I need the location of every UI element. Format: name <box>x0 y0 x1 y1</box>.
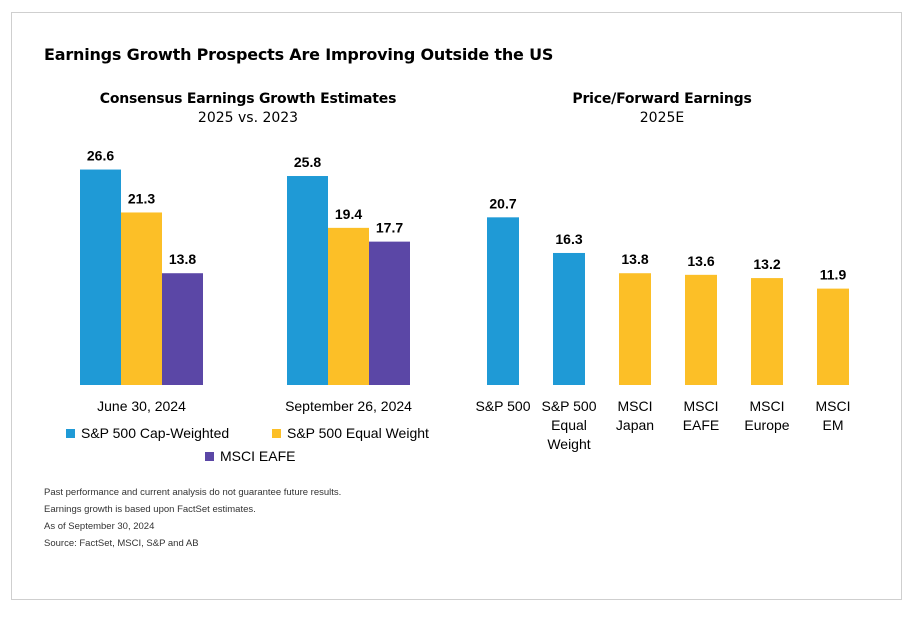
data-label: 25.8 <box>294 154 321 170</box>
x-tick-label-line: MSCI <box>750 398 785 414</box>
data-label: 17.7 <box>376 220 403 236</box>
x-tick-label: MSCI EAFE <box>683 398 720 433</box>
bar <box>80 169 121 385</box>
x-tick-label-line: Equal <box>551 417 587 433</box>
x-tick-label: June 30, 2024 <box>97 398 186 414</box>
x-tick-label-line: EAFE <box>683 417 720 433</box>
data-label: 13.8 <box>169 251 196 267</box>
bar <box>328 227 369 385</box>
data-label: 21.3 <box>128 190 155 206</box>
x-tick-label-line: Japan <box>616 417 654 433</box>
legend-swatch-blue <box>66 428 75 438</box>
bar <box>685 274 717 385</box>
left-chart-subtitle: 2025 vs. 2023 <box>197 110 299 126</box>
bar <box>287 176 328 385</box>
x-tick-label-line: MSCI <box>684 398 719 414</box>
x-tick-label-line: MSCI <box>816 398 851 414</box>
legend-label: S&P 500 Cap-Weighted <box>81 425 230 441</box>
footnote: Earnings growth is based upon FactSet es… <box>44 504 256 515</box>
legend-swatch-purple <box>205 451 214 461</box>
x-tick-label-line: MSCI <box>618 398 653 414</box>
data-label: 13.8 <box>621 251 648 267</box>
data-label: 16.3 <box>555 231 582 247</box>
x-tick-label: S&P 500 <box>475 398 530 414</box>
legend-label: MSCI EAFE <box>220 448 296 464</box>
footnote: Source: FactSet, MSCI, S&P and AB <box>44 538 199 549</box>
footnote: Past performance and current analysis do… <box>44 487 342 498</box>
data-label: 13.6 <box>687 253 714 269</box>
x-tick-label-line: Europe <box>744 417 789 433</box>
bar <box>817 288 849 385</box>
x-tick-label-line: Weight <box>547 436 590 452</box>
bar <box>121 212 162 385</box>
x-tick-label-line: EM <box>823 417 844 433</box>
bar <box>487 217 519 385</box>
bar <box>553 252 585 385</box>
legend-swatch-yellow <box>272 428 281 438</box>
data-label: 20.7 <box>489 195 516 211</box>
data-label: 26.6 <box>87 148 114 164</box>
page-title: Earnings Growth Prospects Are Improving … <box>44 45 554 64</box>
x-tick-label: MSCI Europe <box>744 398 789 433</box>
x-tick-label: MSCI EM <box>816 398 851 433</box>
x-tick-label: September 26, 2024 <box>285 398 412 414</box>
x-tick-label: S&P 500 Equal Weight <box>541 398 596 452</box>
right-chart-subtitle: 2025E <box>639 110 685 126</box>
legend-item-cap-weighted: S&P 500 Cap-Weighted <box>66 425 229 441</box>
bar <box>162 273 203 385</box>
data-label: 13.2 <box>753 256 780 272</box>
legend-label: S&P 500 Equal Weight <box>287 425 429 441</box>
footnote: As of September 30, 2024 <box>44 521 155 532</box>
bar <box>619 273 651 385</box>
data-label: 11.9 <box>820 267 847 283</box>
x-tick-label-line: S&P 500 <box>541 398 596 414</box>
x-tick-label-line: S&P 500 <box>475 398 530 414</box>
bar <box>369 241 410 385</box>
bar <box>751 278 783 385</box>
left-chart-title: Consensus Earnings Growth Estimates <box>99 91 397 107</box>
data-label: 19.4 <box>335 206 362 222</box>
legend-item-equal-weight: S&P 500 Equal Weight <box>272 425 429 441</box>
footnotes: Past performance and current analysis do… <box>44 484 341 552</box>
right-chart-title: Price/Forward Earnings <box>572 91 752 107</box>
legend-item-msci-eafe: MSCI EAFE <box>205 448 295 464</box>
x-tick-label: MSCI Japan <box>616 398 654 433</box>
